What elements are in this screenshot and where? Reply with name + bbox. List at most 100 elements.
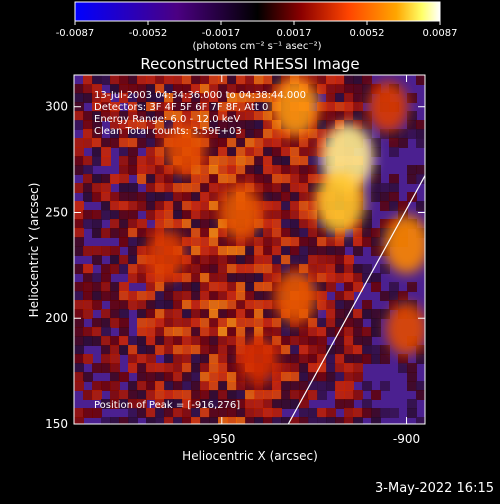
heatmap-cell: [119, 390, 129, 400]
heatmap-cell: [236, 300, 246, 310]
heatmap-cell: [344, 390, 354, 400]
heatmap-cell: [137, 399, 147, 409]
heatmap-cell: [272, 273, 282, 283]
heatmap-cell: [137, 93, 147, 103]
heatmap-hot-spot: [272, 76, 319, 137]
heatmap-cell: [92, 138, 102, 148]
heatmap-cell: [254, 84, 264, 94]
heatmap-cell: [299, 408, 309, 418]
heatmap-cell: [416, 174, 425, 184]
heatmap-cell: [191, 201, 201, 211]
heatmap-cell: [236, 165, 246, 175]
heatmap-cell: [353, 309, 363, 319]
heatmap-cell: [200, 219, 210, 229]
heatmap-cell: [344, 84, 354, 94]
heatmap-cell: [335, 75, 345, 85]
heatmap-cell: [335, 354, 345, 364]
heatmap-cell: [227, 408, 237, 418]
heatmap-cell: [128, 111, 138, 121]
heatmap-cell: [209, 363, 219, 373]
heatmap-cell: [263, 138, 273, 148]
heatmap-cell: [218, 390, 228, 400]
heatmap-cell: [290, 345, 300, 355]
heatmap-cell: [308, 372, 318, 382]
heatmap-cell: [200, 417, 210, 424]
heatmap-cell: [74, 264, 84, 274]
heatmap-cell: [236, 345, 246, 355]
heatmap-cell: [227, 165, 237, 175]
heatmap-cell: [209, 183, 219, 193]
heatmap-cell: [128, 75, 138, 85]
heatmap-cell: [182, 84, 192, 94]
heatmap-cell: [263, 156, 273, 166]
heatmap-cell: [83, 111, 93, 121]
heatmap-cell: [362, 75, 372, 85]
heatmap-cell: [335, 273, 345, 283]
heatmap-cell: [200, 111, 210, 121]
heatmap-cell: [281, 192, 291, 202]
heatmap-cell: [389, 183, 399, 193]
heatmap-cell: [353, 327, 363, 337]
heatmap-cell: [191, 345, 201, 355]
heatmap-cell: [200, 129, 210, 139]
heatmap-cell: [263, 183, 273, 193]
heatmap-cell: [281, 201, 291, 211]
heatmap-cell: [362, 228, 372, 238]
heatmap-cell: [245, 75, 255, 85]
footer-date: 3-May-2022 16:15: [375, 481, 494, 496]
heatmap-cell: [164, 93, 174, 103]
heatmap-cell: [200, 165, 210, 175]
heatmap-cell: [245, 327, 255, 337]
heatmap-cell: [416, 381, 425, 391]
heatmap-cell: [362, 408, 372, 418]
heatmap-cell: [407, 111, 417, 121]
heatmap-cell: [335, 327, 345, 337]
heatmap-cell: [191, 174, 201, 184]
heatmap-cell: [245, 111, 255, 121]
heatmap-cell: [119, 156, 129, 166]
heatmap-cell: [110, 264, 120, 274]
heatmap-cell: [92, 102, 102, 112]
heatmap-cell: [335, 93, 345, 103]
heatmap-cell: [272, 201, 282, 211]
heatmap-cell: [290, 354, 300, 364]
heatmap-cell: [416, 417, 425, 424]
heatmap-cell: [209, 192, 219, 202]
heatmap-cell: [92, 291, 102, 301]
heatmap-cell: [209, 129, 219, 139]
heatmap-cell: [128, 102, 138, 112]
heatmap-cell: [344, 102, 354, 112]
heatmap-cell: [182, 102, 192, 112]
heatmap-cell: [209, 399, 219, 409]
heatmap-cell: [335, 300, 345, 310]
heatmap-cell: [209, 327, 219, 337]
heatmap-cell: [209, 273, 219, 283]
heatmap-cell: [272, 237, 282, 247]
heatmap-cell: [146, 183, 156, 193]
heatmap-cell: [254, 273, 264, 283]
heatmap-cell: [272, 345, 282, 355]
heatmap-cell: [155, 345, 165, 355]
heatmap-cell: [164, 372, 174, 382]
heatmap-cell: [245, 417, 255, 424]
heatmap-cell: [164, 354, 174, 364]
x-axis: -950-900-850: [208, 75, 420, 446]
heatmap-cell: [209, 390, 219, 400]
heatmap-cell: [290, 237, 300, 247]
heatmap-cell: [182, 291, 192, 301]
heatmap-cell: [389, 282, 399, 292]
heatmap-cell: [101, 417, 111, 424]
heatmap-cell: [164, 363, 174, 373]
heatmap-cell: [299, 138, 309, 148]
heatmap-cell: [227, 309, 237, 319]
heatmap-cell: [317, 246, 327, 256]
heatmap-cell: [272, 147, 282, 157]
heatmap-cell: [407, 93, 417, 103]
heatmap-cell: [200, 390, 210, 400]
heatmap-cell: [371, 417, 381, 424]
x-tick-label: -950: [208, 432, 235, 446]
heatmap-cell: [74, 309, 84, 319]
heatmap-cell: [173, 327, 183, 337]
heatmap-cell: [83, 174, 93, 184]
heatmap-cell: [164, 120, 174, 130]
